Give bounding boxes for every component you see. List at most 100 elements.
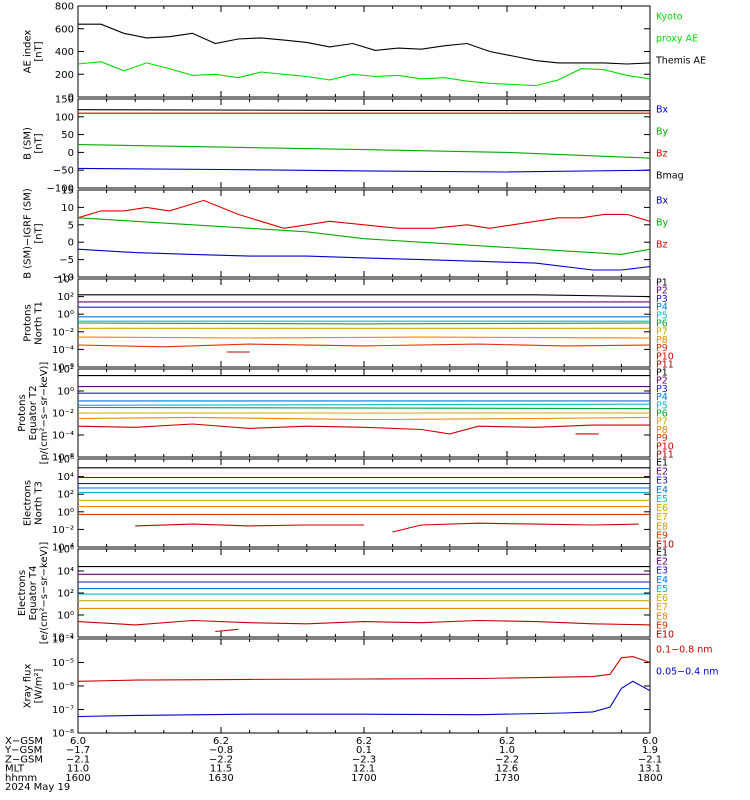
legend-label: P11 [656,360,674,371]
legend-label: Bmag [656,171,684,182]
panel-6-frame [77,458,651,548]
y-tick-label: 100 [55,112,74,123]
y-tick-label: 10² [57,292,74,303]
y-axis-label: [nT] [34,223,45,243]
series-line-p8 [77,416,651,421]
panel-7-frame [77,548,651,638]
y-axis-label: [e/(cm²−s−sr−keV)] [39,542,50,645]
legend-label: P1 [656,368,668,379]
y-tick-label: 10⁻² [52,327,74,338]
y-tick-label: 10⁻² [52,525,74,536]
footer-value: 1730 [494,773,519,784]
footer-value: 13.1 [639,764,661,775]
y-tick-label: 10⁴ [57,567,74,578]
legend-label: P4 [656,392,668,403]
series-line-p6 [77,322,651,325]
legend-label: E1 [656,458,668,469]
legend-label: P10 [656,351,674,362]
footer-value: 11.0 [67,764,89,775]
y-axis-label: Protons [17,394,28,431]
legend-label: P11 [656,450,674,461]
y-tick-label: 10⁰ [57,310,74,321]
y-axis-label: [nT] [34,41,45,61]
legend-label: E2 [656,557,668,568]
footer-value: −0.8 [209,745,233,756]
series-line-e10b [392,522,639,533]
y-tick-label: 10⁻⁵ [52,658,74,669]
y-tick-label: 10⁰ [57,387,74,398]
y-tick-label: 10⁻⁶ [52,363,74,374]
series-line-bz [77,199,651,229]
y-axis-label: North T1 [34,301,45,345]
y-tick-label: 10⁻⁴ [52,431,74,442]
legend-label: P1 [656,278,668,289]
legend-label: Bx [656,196,669,207]
y-tick-label: 10² [57,490,74,501]
legend-label: P3 [656,384,668,395]
footer-value: 1.9 [642,745,658,756]
y-tick-label: 10² [57,365,74,376]
series-line-0-1-0-8-nm [77,656,651,682]
legend-label: E2 [656,467,668,478]
legend-label: P2 [656,286,668,297]
series-line-p5 [77,403,651,406]
legend-label: P2 [656,376,668,387]
series-line-bmag [77,109,651,112]
y-axis-label: Electrons [17,570,28,616]
footer-value: −2.2 [209,754,233,765]
legend-label: P9 [656,343,668,354]
legend-label: P7 [656,327,668,338]
y-axis-label: [W/m²] [34,668,45,703]
y-axis-label: Equator T2 [28,386,39,441]
legend-label: Themis AE [655,56,706,67]
footer-value: 1700 [351,773,376,784]
series-line-e10 [135,523,364,527]
y-tick-label: 10⁰ [57,507,74,518]
y-tick-label: 10⁻² [52,409,74,420]
legend-label: P8 [656,335,668,346]
y-tick-label: 0 [68,148,74,159]
legend-label: P8 [656,425,668,436]
y-tick-label: 10⁰ [57,611,74,622]
footer-value: 6.0 [70,736,86,747]
y-axis-label: B (SM) [23,127,34,160]
footer-value: 1600 [65,773,90,784]
legend-label: E4 [656,575,668,586]
series-line-kyoto-proxy-ae [77,61,651,87]
footer-value: −2.2 [495,754,519,765]
y-tick-label: 10 [61,203,74,214]
y-axis-label: [nT] [34,133,45,153]
legend-label: E4 [656,485,668,496]
series-line-by [77,144,651,159]
legend-label: P4 [656,302,668,313]
legend-label: E5 [656,494,668,505]
legend-label: P3 [656,294,668,305]
legend-label: E9 [656,620,668,631]
footer-value: 12.1 [353,764,375,775]
y-axis-label: Xray flux [23,664,34,709]
legend-label: E7 [656,512,668,523]
panel-1-frame [77,5,651,98]
y-tick-label: 10⁴ [57,472,74,483]
footer-value: 6.0 [642,736,658,747]
series-line-e9 [77,619,651,626]
legend-label: E9 [656,530,668,541]
legend-label: P5 [656,310,668,321]
legend-label: E10 [656,540,674,551]
y-axis-label: Equator T4 [28,566,39,621]
y-tick-label: 10⁻² [52,633,74,644]
footer-value: −1.7 [66,745,90,756]
footer-row-label: MLT [5,764,25,775]
legend-label: P6 [656,409,668,420]
legend-label: E6 [656,593,668,604]
y-axis-label: B (SM)−IGRF (SM) [23,188,34,279]
legend-label: 0.1−0.8 nm [656,645,712,656]
footer-value: 6.2 [356,736,372,747]
y-tick-label: −100 [47,184,74,195]
footer-row-label: Z−GSM [5,754,43,765]
legend-label: Bz [656,149,668,160]
footer-value: 1800 [637,773,662,784]
y-tick-label: 10⁻⁴ [52,635,74,646]
y-tick-label: 600 [55,24,74,35]
y-axis-label: North T3 [34,481,45,525]
